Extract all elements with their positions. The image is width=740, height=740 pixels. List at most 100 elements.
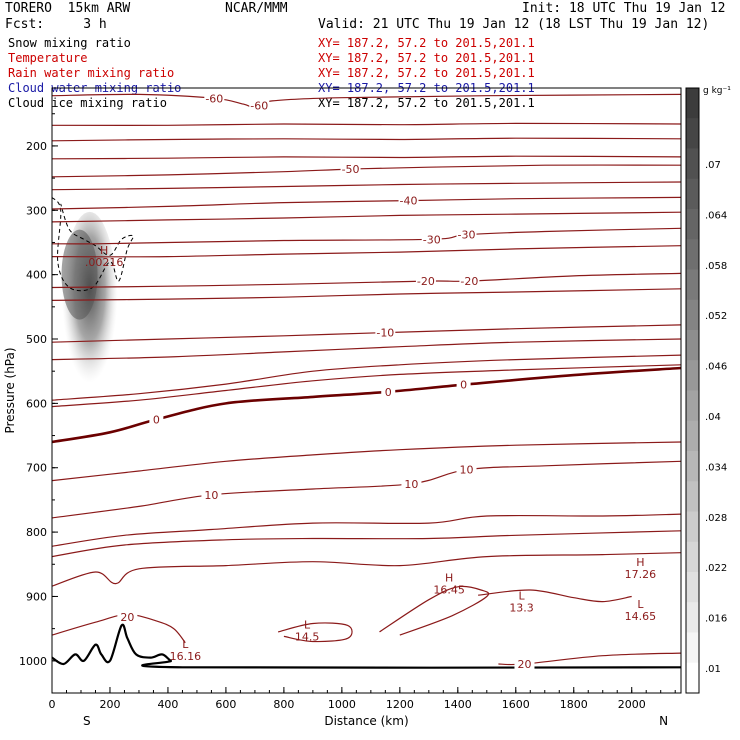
colorbar-band-0	[686, 88, 699, 119]
field-name-snow: Snow mixing ratio	[8, 36, 131, 50]
isotherm-label-6-0: -40	[400, 195, 418, 208]
colorbar-band-15	[686, 541, 699, 573]
colorbar-band-8	[686, 330, 699, 361]
field-name-temperature: Temperature	[8, 51, 88, 65]
y-tick-label-3: 500	[26, 333, 47, 346]
isotherm-4	[52, 164, 681, 178]
colorbar-label-8: .022	[705, 563, 727, 574]
x-tick-label-6: 1200	[386, 698, 414, 711]
isotherm-label-21-0: 20	[120, 611, 134, 624]
valid-time: Valid: 21 UTC Thu 19 Jan 12 (18 LST Thu …	[318, 17, 710, 32]
isotherm-14	[52, 354, 681, 401]
freezing-label-bg-1	[381, 384, 396, 397]
x-end-label-south: S	[83, 714, 91, 728]
freezing-label-2: 0	[460, 379, 467, 392]
low-contour-2	[478, 589, 632, 603]
y-tick-label-1: 300	[26, 204, 47, 217]
isotherm-label-8-1: -30	[458, 229, 476, 242]
isotherm-1	[52, 122, 681, 126]
snow-core	[61, 229, 98, 320]
colorbar-label-7: .028	[705, 513, 727, 524]
x-tick-label-5: 1000	[328, 698, 356, 711]
field-name-rain: Rain water mixing ratio	[8, 66, 175, 80]
isotherm-label-10-1: -20	[460, 275, 478, 288]
freezing-label-bg-0	[149, 412, 164, 425]
extremum-l-5: L	[637, 598, 644, 611]
isotherm-18	[52, 513, 681, 547]
colorbar-frame	[685, 87, 700, 694]
x-tick-label-3: 600	[215, 698, 236, 711]
forecast-hour: Fcst: 3 h	[5, 17, 107, 32]
isotherm-19	[52, 530, 681, 558]
field-name-cloud-ice: Cloud ice mixing ratio	[8, 96, 167, 110]
isotherm-label-16-0: 10	[204, 489, 218, 502]
colorbar-band-5	[686, 239, 699, 270]
colorbar-band-9	[686, 360, 699, 391]
isotherm-label-bg-0-0	[204, 91, 225, 104]
colorbar-label-3: .052	[705, 311, 727, 322]
extremum-h-0: H	[100, 244, 108, 257]
colorbar-band-3	[686, 178, 699, 210]
field-xy-rain: XY= 187.2, 57.2 to 201.5,201.1	[318, 66, 535, 80]
low-contour-1	[277, 622, 353, 643]
colorbar-label-10: .01	[705, 664, 721, 675]
isotherm-11	[52, 288, 681, 301]
isotherm-label-bg-16-1	[401, 476, 422, 489]
isotherm-label-8-0: -30	[423, 233, 441, 246]
freezing-label-bg-2	[456, 377, 471, 390]
x-tick-label-2: 400	[157, 698, 178, 711]
x-tick-label-8: 1600	[502, 698, 530, 711]
x-tick-label-1: 200	[99, 698, 120, 711]
y-axis-label: Pressure (hPa)	[3, 347, 17, 433]
y-tick-label-8: 1000	[19, 655, 47, 668]
colorbar-label-5: .04	[705, 412, 721, 423]
freezing-label-1: 0	[385, 386, 392, 399]
colorbar-unit: g kg⁻¹	[703, 86, 731, 96]
terrain-line	[52, 623, 681, 669]
extremum-value-5: 14.65	[625, 610, 657, 623]
isotherm-label-bg-8-1	[456, 227, 477, 240]
high-contour-1	[379, 585, 490, 636]
colorbar-label-4: .046	[705, 362, 727, 373]
isotherm-3	[52, 155, 681, 160]
isotherm-label-bg-10-0	[415, 274, 436, 287]
colorbar-band-1	[686, 118, 699, 149]
isotherm-7	[52, 211, 681, 223]
isotherm-label-bg-6-0	[398, 193, 419, 206]
x-end-label-north: N	[659, 714, 668, 728]
colorbar-band-12	[686, 451, 699, 482]
colorbar-band-6	[686, 269, 699, 301]
extremum-value-2: 16.45	[433, 584, 465, 597]
freezing-level-line	[52, 366, 681, 444]
isotherm-label-bg-10-1	[459, 274, 480, 287]
y-tick-label-7: 900	[26, 590, 47, 603]
isotherm-label-0-1: -60	[250, 99, 268, 112]
colorbar-band-2	[686, 148, 699, 180]
isotherm-label-bg-0-1	[249, 98, 270, 111]
colorbar-band-16	[686, 572, 699, 603]
isotherm-21	[52, 613, 186, 644]
x-tick-label-10: 2000	[618, 698, 646, 711]
field-xy-cloud-ice: XY= 187.2, 57.2 to 201.5,201.1	[318, 96, 535, 110]
isotherm-16	[52, 460, 681, 519]
y-tick-label-4: 600	[26, 397, 47, 410]
isotherm-label-0-0: -60	[205, 92, 223, 105]
isotherm-label-4-0: -50	[342, 163, 360, 176]
extremum-value-6: 16.16	[170, 650, 202, 663]
plot-frame	[51, 87, 682, 694]
x-tick-label-7: 1400	[444, 698, 472, 711]
x-tick-label-0: 0	[49, 698, 56, 711]
colorbar-label-0: .07	[705, 160, 721, 171]
colorbar-band-10	[686, 390, 699, 422]
cloud-ice-outline	[52, 197, 134, 292]
isotherm-label-bg-16-0	[201, 487, 222, 500]
colorbar-label-6: .034	[705, 462, 727, 473]
colorbar-label-2: .058	[705, 261, 727, 272]
isotherm-label-bg-8-0	[421, 232, 442, 245]
isotherm-label-bg-12-0	[375, 325, 396, 338]
model-title: TORERO 15km ARW	[5, 1, 131, 16]
isotherm-13	[52, 338, 681, 361]
colorbar-band-4	[686, 209, 699, 240]
isotherm-label-16-1: 10	[404, 478, 418, 491]
